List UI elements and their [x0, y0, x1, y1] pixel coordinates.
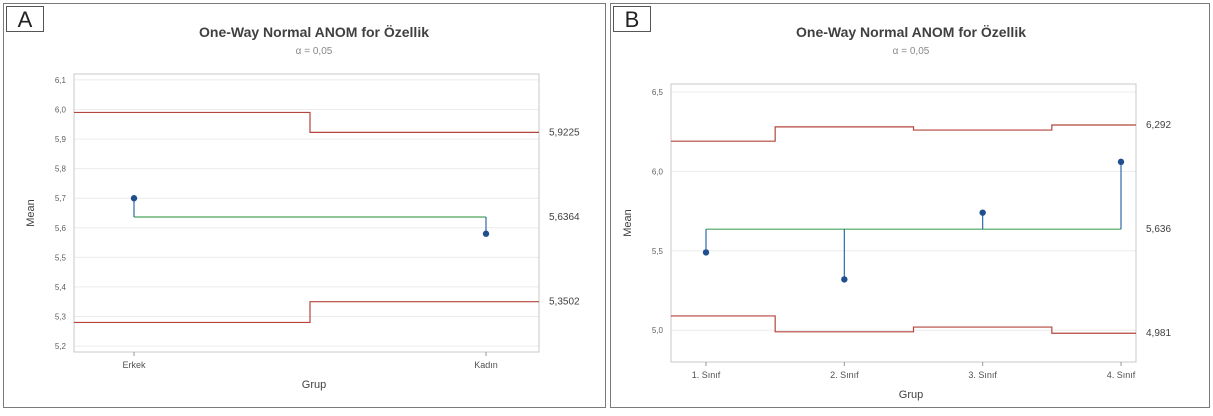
y-tick-label: 6,5 [652, 88, 664, 97]
y-tick-label: 5,9 [55, 135, 67, 144]
mean-point [979, 209, 986, 216]
y-tick-label: 5,5 [652, 247, 664, 256]
panel-label-a: A [6, 6, 44, 32]
chart-subtitle: α = 0,05 [893, 46, 930, 57]
y-tick-label: 5,0 [652, 326, 664, 335]
y-axis-label: Mean [622, 209, 634, 237]
y-axis-label: Mean [25, 199, 37, 227]
chart-panel-a: A One-Way Normal ANOM for Özellik α = 0,0… [3, 3, 606, 408]
x-tick-label: 1. Sınıf [692, 370, 721, 380]
plot-frame [670, 83, 1137, 363]
y-tick-label: 5,7 [55, 194, 67, 203]
x-tick-label: Kadın [474, 360, 498, 370]
x-tick-label: 2. Sınıf [830, 370, 859, 380]
x-tick-label: 4. Sınıf [1107, 370, 1136, 380]
y-tick-label: 5,4 [55, 283, 67, 292]
panel-label-b: B [613, 6, 651, 32]
y-tick-label: 6,1 [55, 76, 67, 85]
x-tick-label: 3. Sınıf [968, 370, 997, 380]
upper-decision-limit [74, 111, 539, 134]
mean-point [482, 230, 490, 237]
chart-title: One-Way Normal ANOM for Özellik [199, 24, 429, 40]
udl-value-label: 5,9225 [549, 127, 580, 138]
anom-chart-b: One-Way Normal ANOM for Özellik α = 0,05 5… [622, 24, 1171, 401]
x-axis-label: Grup [302, 379, 326, 391]
mean-point [841, 276, 848, 283]
lower-decision-limit [671, 315, 1136, 334]
mean-point [130, 195, 138, 202]
mean-point [702, 249, 710, 256]
lower-decision-limit [74, 301, 539, 324]
ldl-value-label: 4,981 [1146, 328, 1171, 339]
center-value-label: 5,6364 [549, 212, 580, 223]
y-tick-label: 5,6 [55, 224, 67, 233]
y-tick-label: 5,5 [55, 253, 67, 262]
mean-point [1117, 158, 1125, 166]
center-value-label: 5,636 [1146, 224, 1171, 235]
x-tick-label: Erkek [122, 360, 146, 370]
y-tick-label: 5,2 [55, 342, 67, 351]
upper-decision-limit [671, 124, 1136, 142]
y-tick-label: 6,0 [652, 167, 664, 176]
plot-frame [73, 73, 540, 353]
y-tick-label: 5,3 [55, 313, 67, 322]
anom-chart-a: One-Way Normal ANOM for Özellik α = 0,05 5… [25, 24, 580, 391]
y-tick-label: 6,0 [55, 105, 67, 114]
chart-panel-b: B One-Way Normal ANOM for Özellik α = 0,0… [610, 3, 1210, 408]
chart-subtitle: α = 0,05 [296, 46, 333, 57]
chart-title: One-Way Normal ANOM for Özellik [796, 24, 1026, 40]
ldl-value-label: 5,3502 [549, 297, 580, 308]
y-tick-label: 5,8 [55, 165, 67, 174]
udl-value-label: 6,292 [1146, 120, 1171, 131]
x-axis-label: Grup [899, 389, 923, 401]
